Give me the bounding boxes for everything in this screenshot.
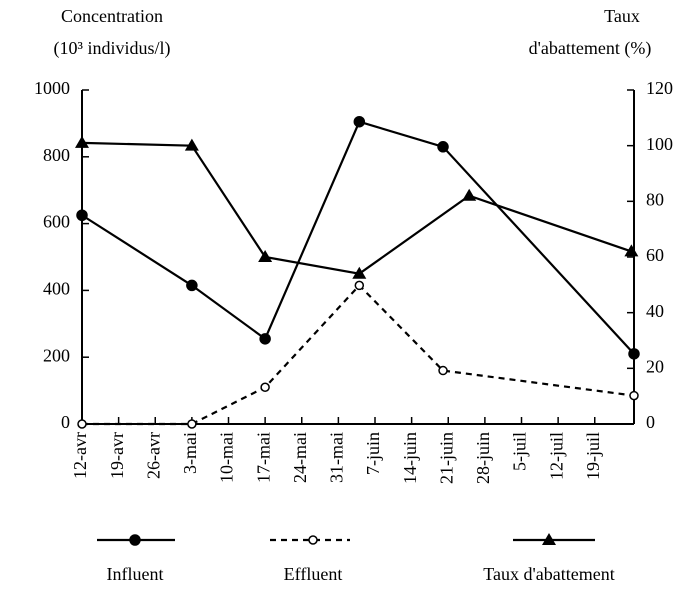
marker bbox=[187, 419, 197, 429]
x-tick-label: 21-juin bbox=[436, 432, 456, 484]
legend-marker bbox=[308, 535, 318, 545]
marker bbox=[260, 382, 270, 393]
y-axis-title: Concentration bbox=[61, 6, 163, 26]
y2-tick-label: 40 bbox=[646, 301, 664, 321]
y-tick-label: 400 bbox=[43, 279, 70, 299]
y-tick-label: 1000 bbox=[34, 78, 70, 98]
marker bbox=[259, 333, 271, 345]
marker bbox=[352, 266, 367, 279]
y2-tick-label: 60 bbox=[646, 245, 664, 265]
y-tick-label: 0 bbox=[61, 412, 70, 432]
x-tick-label: 17-mai bbox=[253, 432, 273, 483]
x-tick-label: 24-mai bbox=[290, 432, 310, 483]
y2-tick-label: 80 bbox=[646, 189, 664, 209]
legend-marker bbox=[129, 534, 141, 546]
y2-tick-label: 120 bbox=[646, 78, 673, 98]
x-tick-label: 12-juil bbox=[546, 432, 566, 480]
y-tick-label: 200 bbox=[43, 345, 70, 365]
y2-axis-title: d'abattement (%) bbox=[529, 38, 652, 59]
marker bbox=[353, 115, 366, 128]
marker bbox=[77, 419, 87, 429]
x-tick-label: 10-mai bbox=[217, 432, 237, 483]
x-tick-label: 26-avr bbox=[143, 432, 163, 479]
marker bbox=[186, 279, 198, 292]
x-tick-label: 5-juil bbox=[510, 432, 530, 471]
series-line bbox=[81, 120, 635, 355]
x-tick-label: 3-mai bbox=[180, 432, 200, 474]
legend-label: Taux d'abattement bbox=[483, 564, 614, 584]
series-line bbox=[82, 283, 635, 426]
legend-label: Effluent bbox=[284, 564, 343, 584]
marker bbox=[76, 209, 88, 221]
marker bbox=[184, 138, 199, 151]
y-tick-label: 800 bbox=[43, 145, 70, 165]
y-axis-title: (10³ individus/l) bbox=[54, 38, 171, 59]
marker bbox=[258, 250, 273, 262]
x-tick-label: 7-juin bbox=[363, 432, 383, 475]
marker bbox=[462, 188, 477, 201]
marker bbox=[624, 244, 639, 257]
series-line bbox=[81, 141, 632, 275]
x-tick-label: 31-mai bbox=[327, 432, 347, 483]
marker bbox=[628, 348, 640, 360]
marker bbox=[354, 280, 365, 291]
y-tick-label: 600 bbox=[43, 212, 70, 232]
x-tick-label: 12-avr bbox=[70, 432, 90, 479]
marker bbox=[438, 365, 448, 376]
x-tick-label: 28-juin bbox=[473, 432, 493, 484]
x-tick-label: 14-juin bbox=[400, 432, 420, 484]
marker bbox=[629, 390, 639, 401]
y2-tick-label: 20 bbox=[646, 356, 664, 376]
x-tick-label: 19-avr bbox=[107, 432, 127, 479]
y2-tick-label: 0 bbox=[646, 412, 655, 432]
marker bbox=[437, 141, 449, 153]
y2-tick-label: 100 bbox=[646, 134, 673, 154]
y2-axis-title: Taux bbox=[604, 6, 640, 26]
legend-marker bbox=[542, 533, 556, 545]
legend-label: Influent bbox=[107, 564, 164, 584]
marker bbox=[75, 135, 89, 148]
x-tick-label: 19-juil bbox=[583, 432, 603, 480]
